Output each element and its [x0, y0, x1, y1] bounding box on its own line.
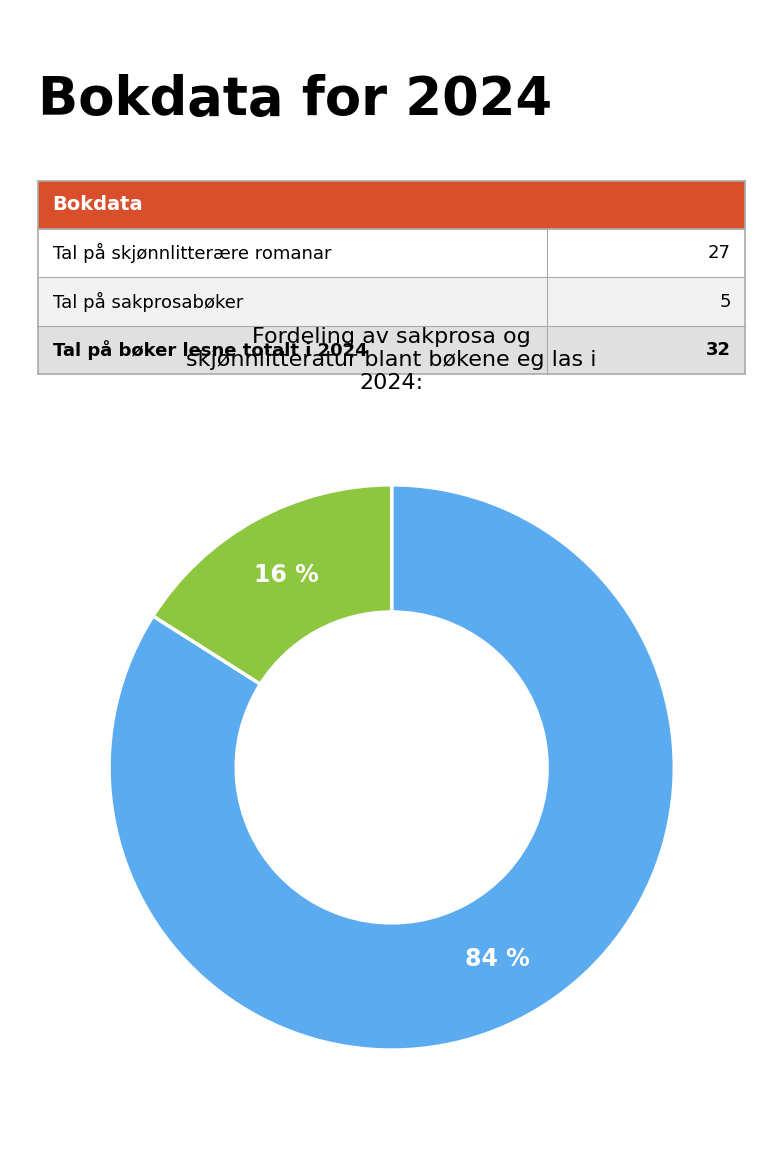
Wedge shape: [109, 484, 674, 1050]
Text: Tal på skjønnlitterære romanar: Tal på skjønnlitterære romanar: [52, 243, 331, 264]
Text: Bokdata: Bokdata: [52, 195, 143, 214]
Text: 84 %: 84 %: [465, 948, 530, 971]
Text: 16 %: 16 %: [253, 563, 319, 587]
Text: 5: 5: [720, 292, 731, 311]
Text: Tal på bøker lesne totalt i 2024: Tal på bøker lesne totalt i 2024: [52, 340, 367, 360]
Title: Fordeling av sakprosa og
skjønnlitteratur blant bøkene eg las i
2024:: Fordeling av sakprosa og skjønnlitteratu…: [187, 327, 597, 393]
Bar: [38, 229, 745, 277]
Text: Tal på sakprosabøker: Tal på sakprosabøker: [52, 291, 243, 312]
Text: Bokdata for 2024: Bokdata for 2024: [38, 74, 552, 126]
Bar: [38, 277, 745, 326]
Text: 32: 32: [706, 341, 731, 360]
Bar: [38, 326, 745, 375]
Bar: [38, 180, 745, 229]
Text: 27: 27: [708, 244, 731, 262]
Wedge shape: [153, 484, 392, 684]
